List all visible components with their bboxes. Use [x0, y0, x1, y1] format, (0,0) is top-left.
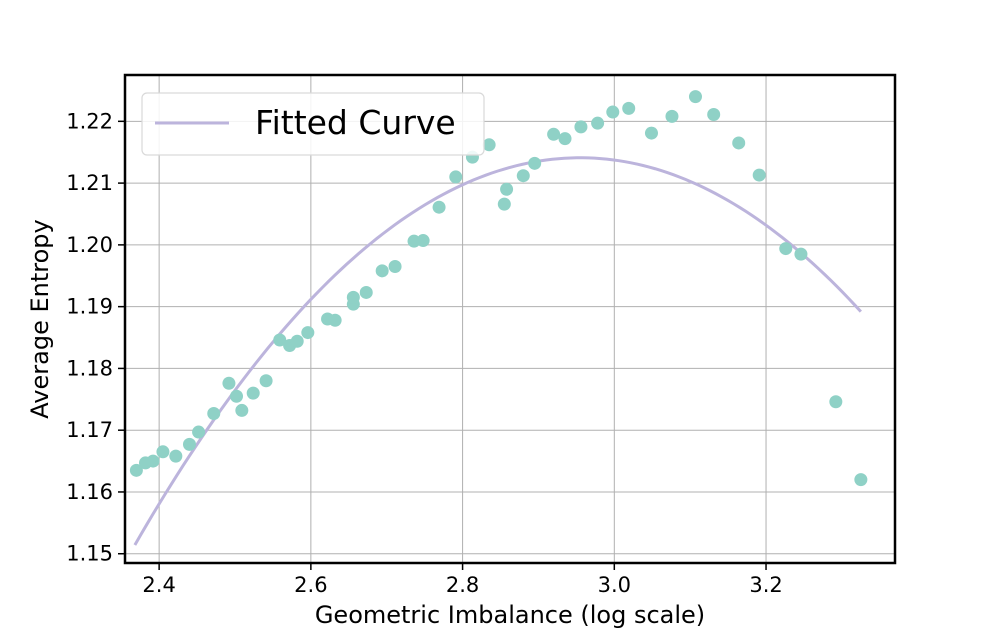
data-point — [606, 105, 620, 119]
data-point — [129, 463, 143, 477]
y-tick-label: 1.20 — [66, 233, 113, 257]
data-point — [301, 326, 315, 340]
data-point — [146, 454, 160, 468]
y-tick-label: 1.21 — [66, 171, 113, 195]
y-tick-label: 1.17 — [66, 418, 113, 442]
x-tick-label: 3.0 — [598, 573, 631, 597]
y-tick-label: 1.22 — [66, 109, 113, 133]
y-axis-ticks: 1.15 1.16 1.17 1.18 1.19 1.20 1.21 1.22 — [66, 109, 125, 566]
data-point — [156, 445, 170, 459]
data-point — [622, 101, 636, 115]
data-point — [375, 264, 389, 278]
data-point — [346, 290, 360, 304]
data-point — [230, 389, 244, 403]
data-point — [273, 333, 287, 347]
data-point — [290, 334, 304, 348]
data-point — [688, 90, 702, 104]
data-point — [432, 200, 446, 214]
data-point — [259, 374, 273, 388]
y-axis-label: Average Entropy — [26, 219, 54, 418]
data-point — [222, 376, 236, 390]
x-tick-label: 3.2 — [749, 573, 782, 597]
y-tick-label: 1.18 — [66, 356, 113, 380]
data-point — [829, 395, 843, 409]
data-point — [528, 156, 542, 170]
data-point — [328, 313, 342, 327]
legend: Fitted Curve — [141, 92, 485, 156]
data-point — [169, 449, 183, 463]
data-point — [516, 169, 530, 183]
data-point — [547, 127, 561, 141]
data-point — [752, 168, 766, 182]
data-point — [574, 120, 588, 134]
data-point — [591, 116, 605, 130]
data-point — [359, 285, 373, 299]
data-point — [246, 386, 260, 400]
data-point — [558, 132, 572, 146]
data-point — [497, 197, 511, 211]
data-point — [449, 170, 463, 184]
legend-label: Fitted Curve — [255, 103, 456, 142]
data-point — [207, 407, 221, 421]
data-point — [235, 403, 249, 417]
data-point — [794, 247, 808, 261]
y-tick-label: 1.15 — [66, 542, 113, 566]
fitted-curve-layer — [133, 156, 862, 546]
data-point — [482, 138, 496, 152]
legend-box — [141, 92, 485, 156]
grid — [125, 75, 895, 563]
x-tick-label: 2.6 — [294, 573, 327, 597]
data-point — [192, 425, 206, 439]
data-point — [644, 126, 658, 140]
data-point — [500, 182, 514, 196]
x-axis-label: Geometric Imbalance (log scale) — [315, 601, 705, 629]
data-point — [779, 242, 793, 256]
data-point — [416, 234, 430, 248]
x-tick-label: 2.4 — [142, 573, 175, 597]
y-tick-label: 1.19 — [66, 295, 113, 319]
data-point — [854, 473, 868, 487]
y-tick-label: 1.16 — [66, 480, 113, 504]
plot-frame — [123, 73, 897, 565]
fitted-curve-line — [133, 156, 862, 546]
data-point — [665, 109, 679, 123]
x-axis-ticks: 2.4 2.6 2.8 3.0 3.2 — [142, 563, 783, 597]
data-point — [388, 259, 402, 273]
data-point — [707, 108, 721, 122]
x-tick-label: 2.8 — [446, 573, 479, 597]
data-point — [182, 437, 196, 451]
data-point — [732, 136, 746, 150]
